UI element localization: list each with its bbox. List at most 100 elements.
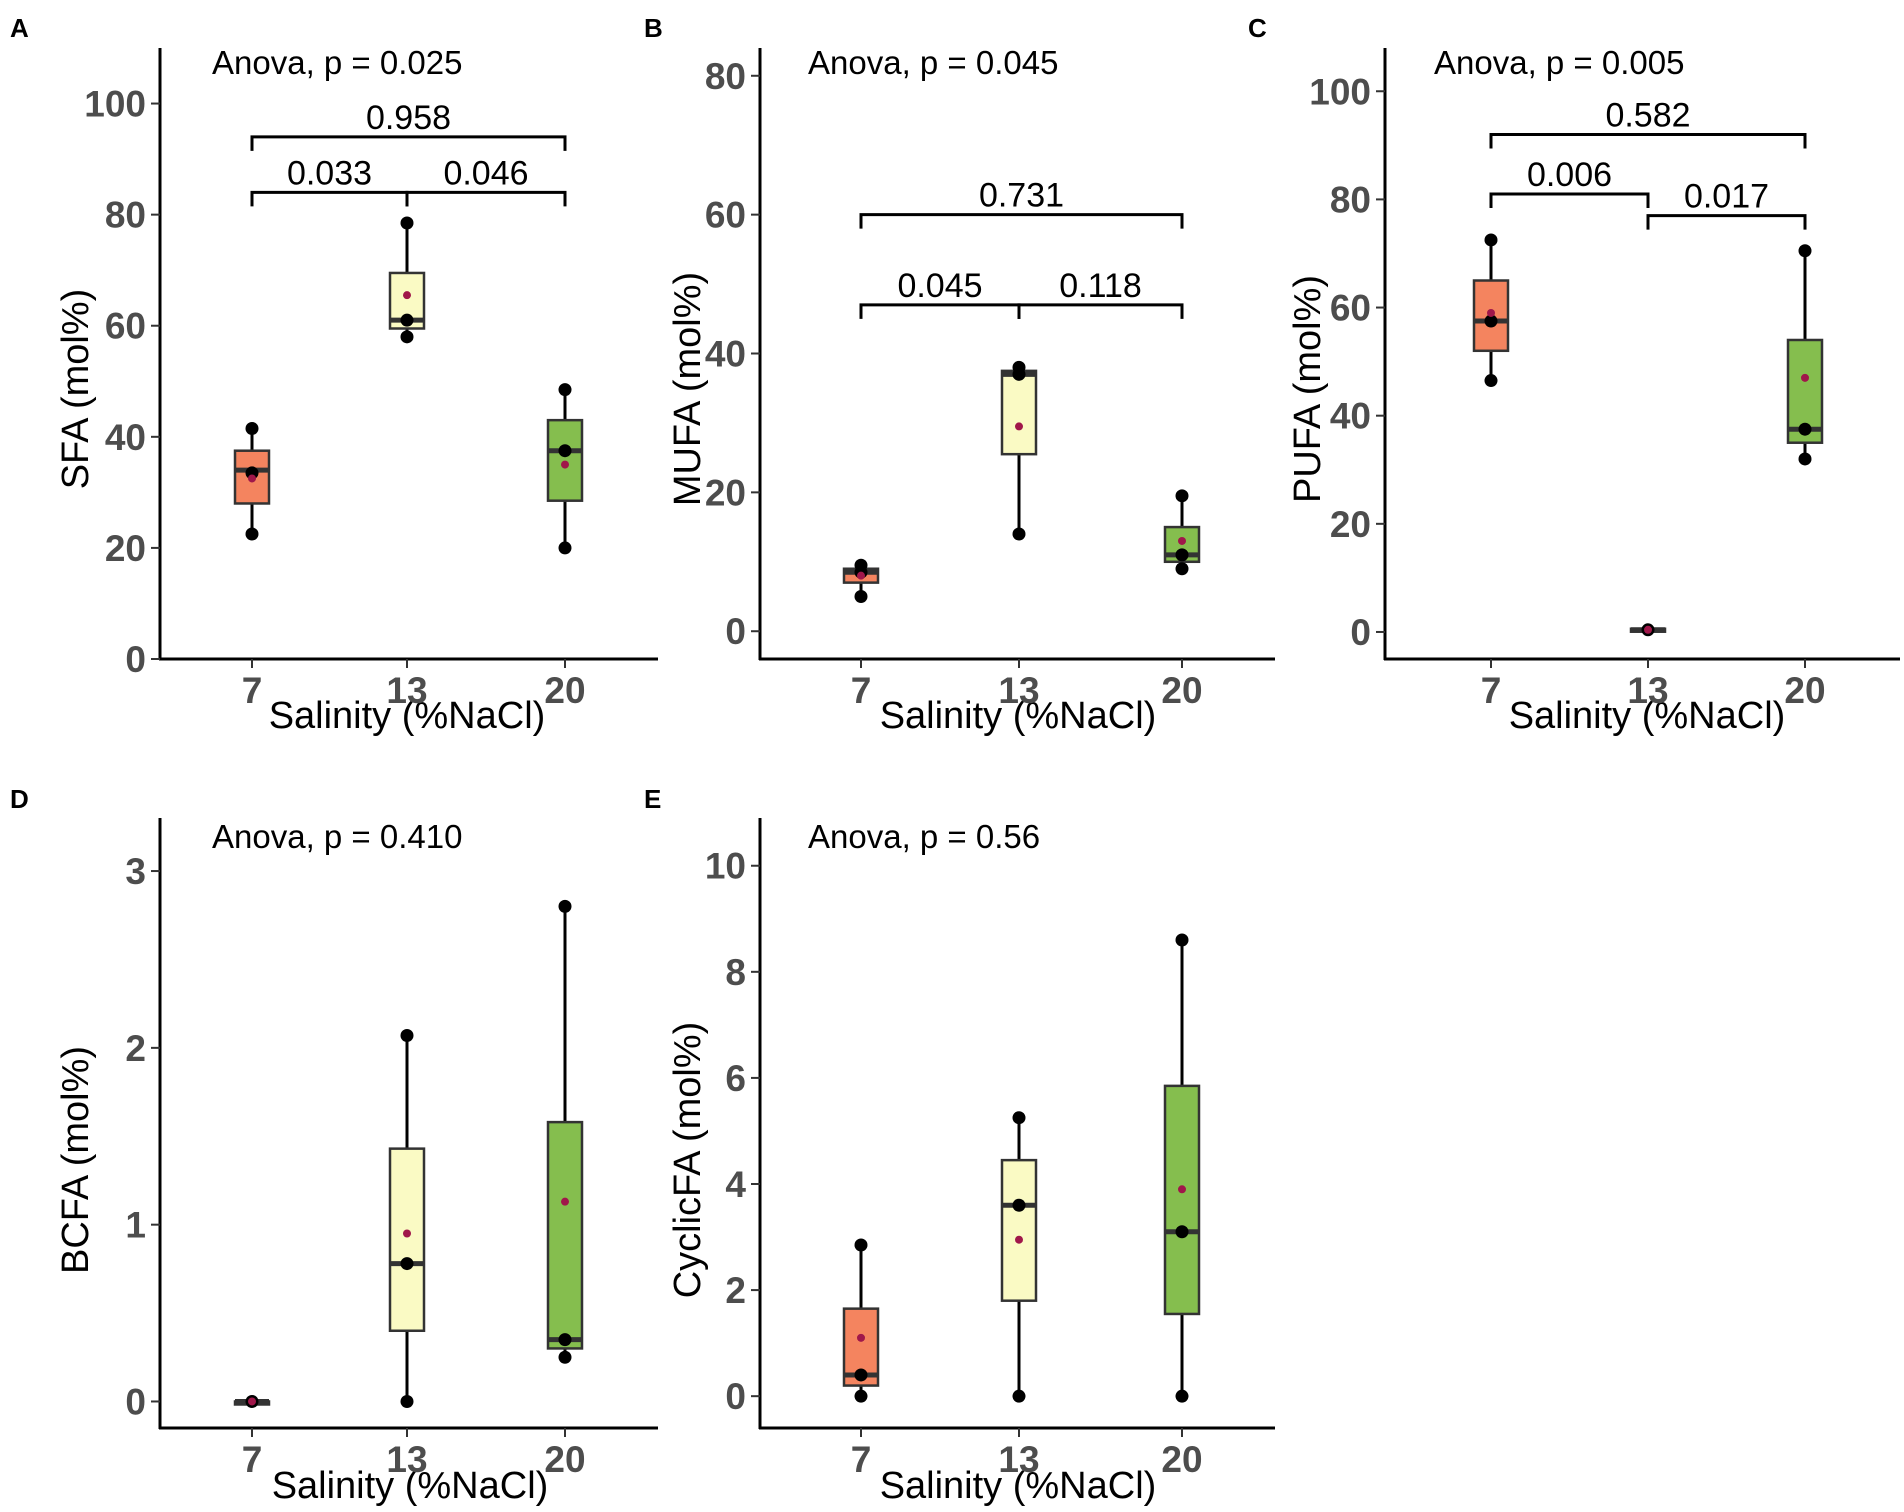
panel-letter-c: C <box>1248 13 1267 43</box>
y-tick-label-c: 80 <box>1330 179 1371 220</box>
bracket-line <box>859 303 1021 319</box>
y-tick-label-a: 100 <box>84 84 146 125</box>
x-tick-label-e: 13 <box>998 1439 1039 1480</box>
p-value-label: 0.046 <box>443 154 528 192</box>
data-point <box>854 590 868 604</box>
data-point <box>1012 1389 1026 1403</box>
box-a-7 <box>233 421 271 541</box>
box-c-7 <box>1472 233 1510 388</box>
mean-marker <box>1644 625 1652 634</box>
p-value-label: 0.118 <box>1059 267 1142 305</box>
box-d-13 <box>388 1028 426 1408</box>
bracket-line <box>1017 303 1184 319</box>
y-tick-label-e: 6 <box>725 1058 746 1099</box>
y-tick-label-b: 40 <box>705 334 746 375</box>
y-tick-label-a: 80 <box>105 195 146 236</box>
mean-marker <box>561 1197 569 1206</box>
mean-marker <box>1178 536 1186 545</box>
box-body <box>1000 1158 1038 1302</box>
mean-marker <box>248 474 256 483</box>
y-tick-label-e: 0 <box>725 1376 746 1417</box>
x-tick-label-e: 7 <box>851 1439 872 1480</box>
data-point <box>854 558 868 572</box>
anova-label-d: Anova, p = 0.410 <box>212 818 462 855</box>
x-tick-label-d: 13 <box>386 1439 427 1480</box>
data-point <box>1012 360 1026 374</box>
mean-marker <box>403 1229 411 1238</box>
x-tick-label-c: 7 <box>1481 670 1502 711</box>
y-axis-label-e: CyclicFA (mol%) <box>667 1022 709 1299</box>
p-value-label: 0.006 <box>1527 156 1612 194</box>
x-tick-label-b: 7 <box>851 670 872 711</box>
data-point <box>854 1389 868 1403</box>
y-axis-label-c: PUFA (mol%) <box>1287 275 1329 503</box>
y-tick-label-a: 0 <box>125 639 146 680</box>
data-point <box>400 330 414 344</box>
plot-area-c: 0 20 40 60 80 100 7 13 20 0.582 0.006 0.017 <box>1309 48 1900 711</box>
data-point <box>854 1368 868 1382</box>
data-point <box>1175 548 1189 562</box>
mean-marker <box>1801 373 1809 382</box>
data-point <box>558 444 572 458</box>
x-tick-label-a: 13 <box>386 670 427 711</box>
p-value-label: 0.731 <box>979 177 1064 215</box>
y-tick-label-a: 20 <box>105 528 146 569</box>
box-a-20 <box>546 383 584 555</box>
y-tick-label-c: 0 <box>1350 612 1371 653</box>
data-point <box>1175 489 1189 503</box>
data-point <box>1012 1198 1026 1212</box>
data-point <box>245 421 259 435</box>
box-b-20 <box>1163 489 1201 576</box>
x-axis-label-b: Salinity (%NaCl) <box>880 695 1157 737</box>
comparison-bracket-c-13-20: 0.017 <box>1646 178 1807 230</box>
p-value-label: 0.958 <box>366 99 451 137</box>
bracket-line <box>1489 133 1807 149</box>
comparison-bracket-c-7-20: 0.582 <box>1489 97 1807 149</box>
data-point <box>1484 233 1498 247</box>
data-point <box>1798 244 1812 258</box>
data-point <box>1798 452 1812 466</box>
y-tick-label-b: 80 <box>705 56 746 97</box>
mean-marker <box>1015 422 1023 431</box>
box-d-7 <box>233 1394 271 1408</box>
bracket-line <box>250 135 567 151</box>
box-c-20 <box>1786 244 1824 466</box>
y-tick-label-c: 100 <box>1309 71 1371 112</box>
data-point <box>558 899 572 913</box>
data-point <box>1012 527 1026 541</box>
x-axis-label-a: Salinity (%NaCl) <box>269 695 546 737</box>
box-d-20 <box>546 899 584 1364</box>
comparison-bracket-b-7-13: 0.045 <box>859 267 1021 319</box>
anova-label-e: Anova, p = 0.56 <box>808 818 1040 855</box>
y-tick-label-e: 10 <box>705 846 746 887</box>
box-a-13 <box>388 216 426 344</box>
mean-marker <box>1487 308 1495 317</box>
y-tick-label-d: 2 <box>125 1028 146 1069</box>
y-tick-label-a: 60 <box>105 306 146 347</box>
y-tick-label-b: 20 <box>705 472 746 513</box>
data-point <box>400 1257 414 1271</box>
data-point <box>558 383 572 397</box>
data-point <box>854 1238 868 1252</box>
x-tick-label-a: 20 <box>544 670 585 711</box>
data-point <box>1484 314 1498 328</box>
box-body <box>388 1147 426 1333</box>
box-e-7 <box>842 1238 880 1403</box>
bracket-line <box>1646 214 1807 230</box>
mean-marker <box>248 1397 256 1406</box>
y-axis-label-d: BCFA (mol%) <box>55 1046 97 1274</box>
x-tick-label-e: 20 <box>1161 1439 1202 1480</box>
panel-letter-e: E <box>644 784 661 814</box>
comparison-bracket-c-7-13: 0.006 <box>1489 156 1650 208</box>
box-body <box>1163 1084 1201 1316</box>
data-point <box>1175 933 1189 947</box>
p-value-label: 0.017 <box>1684 178 1769 216</box>
y-axis-label-b: MUFA (mol%) <box>667 272 709 506</box>
x-tick-label-a: 7 <box>242 670 263 711</box>
x-tick-label-d: 20 <box>544 1439 585 1480</box>
comparison-bracket-b-7-20: 0.731 <box>859 177 1184 229</box>
box-body <box>546 1120 584 1350</box>
x-axis-label-e: Salinity (%NaCl) <box>880 1465 1157 1507</box>
x-tick-label-d: 7 <box>242 1439 263 1480</box>
data-point <box>1484 374 1498 388</box>
